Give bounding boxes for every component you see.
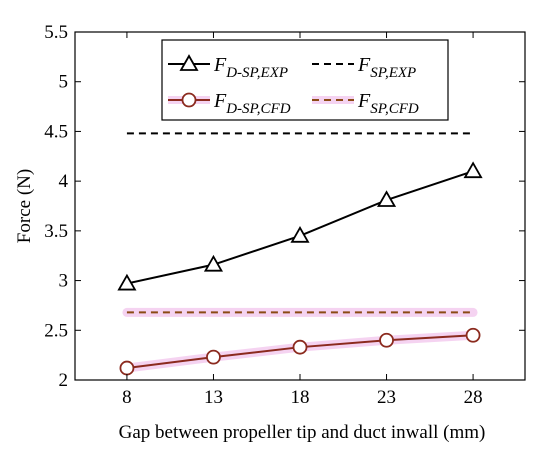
series-3-point-1 <box>119 360 135 376</box>
x-tick-label-2: 13 <box>204 387 223 408</box>
series-1-point-1 <box>117 273 137 291</box>
y-tick-label-6: 4.5 <box>44 121 68 142</box>
x-axis-label: Gap between propeller tip and duct inwal… <box>119 422 486 443</box>
legend-marker-1 <box>179 54 199 71</box>
series-3-point-3 <box>292 339 308 355</box>
series-3-point-4 <box>379 332 394 348</box>
y-tick-label-8: 5.5 <box>44 22 68 43</box>
y-tick-label-5: 4 <box>59 171 69 192</box>
y-tick-label-3: 3 <box>59 271 69 292</box>
x-tick-label-4: 23 <box>377 387 396 408</box>
x-tick-label-3: 18 <box>291 387 310 408</box>
x-tick-label-1: 8 <box>122 387 132 408</box>
series-1-point-4 <box>376 190 397 207</box>
y-tick-label-4: 3.5 <box>44 221 68 242</box>
legend-label-2: FSP,EXP <box>357 54 416 81</box>
legend-box <box>161 39 449 121</box>
y-tick-label-2: 2.5 <box>44 320 68 341</box>
y-tick-label-1: 2 <box>59 370 69 391</box>
legend-label-1: FD-SP,EXP <box>213 54 288 81</box>
series-3-point-2 <box>206 349 221 365</box>
series-1-point-2 <box>203 254 224 272</box>
series-1-point-5 <box>463 161 483 179</box>
legend-layer: FD-SP,EXP FSP,EXP FD-SP,CFD FSP,CFD <box>161 39 449 121</box>
legend-marker-3 <box>181 92 197 108</box>
series-3-point-5 <box>465 327 481 343</box>
y-axis-label: Force (N) <box>14 169 35 243</box>
plot-layer <box>117 132 483 376</box>
y-tick-label-7: 5 <box>59 72 69 93</box>
legend-label-4: FSP,CFD <box>357 90 419 117</box>
series-1-point-3 <box>290 226 310 243</box>
x-tick-label-5: 28 <box>464 387 483 408</box>
axes-layer: 2 2.5 3 3.5 4 4.5 5 5.5 8 13 18 23 28 Gap between pro… <box>14 22 526 443</box>
legend-label-3: FD-SP,CFD <box>213 90 291 117</box>
